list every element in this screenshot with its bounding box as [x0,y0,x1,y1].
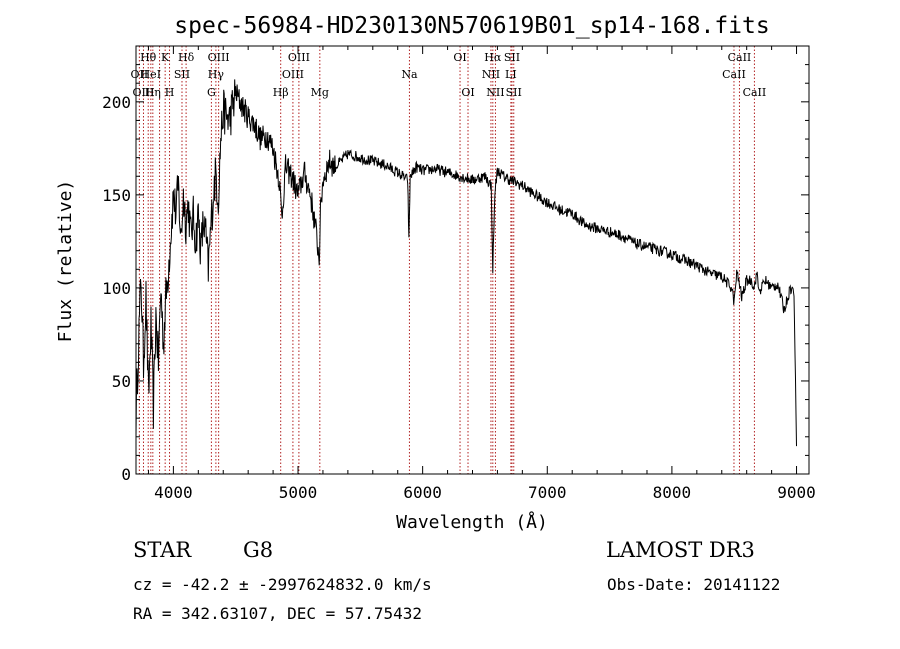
y-tick-label: 150 [102,186,131,205]
redshift-velocity: cz = -42.2 ± -2997624832.0 km/s [133,575,432,594]
line-label: NII [486,86,504,99]
line-label: NII [482,68,500,81]
line-label: OI [461,86,474,99]
line-label: CaII [743,86,767,99]
y-tick-label: 50 [112,372,131,391]
line-label: SII [174,68,190,81]
line-label: G [207,86,216,99]
x-tick-label: 5000 [279,483,318,502]
line-label: SII [504,51,520,64]
line-label: H [165,86,175,99]
y-tick-label: 0 [121,465,131,484]
line-labels: Hθ OII OIII HeI Hη K H SII Hδ OIII Hγ G OIII OIII Hβ Mg… [131,51,767,99]
x-tick-label: 4000 [154,483,193,502]
x-tick-label: 8000 [653,483,692,502]
x-tick-label: 9000 [777,483,816,502]
line-label: CaII [722,68,746,81]
observation-date: Obs-Date: 20141122 [607,575,781,594]
line-label: Hθ [140,51,157,64]
line-label: Hδ [178,51,195,64]
line-label: OIII [288,51,310,64]
coordinates: RA = 342.63107, DEC = 57.75432 [133,604,422,623]
line-label: LI [505,68,517,81]
x-tick-label: 7000 [528,483,567,502]
line-label: OIII [282,68,304,81]
line-label: Mg [311,86,329,99]
plot-frame [135,45,810,475]
x-tick-label: 6000 [403,483,442,502]
line-label: OI [453,51,466,64]
y-axis-label: Flux (relative) [55,180,76,343]
spectrum-series [135,79,797,447]
object-subclass: G8 [243,538,274,562]
line-label: OII [131,68,149,81]
line-label: OIII [208,51,230,64]
line-label: HeI [141,68,161,81]
line-label: K [161,51,170,64]
survey-name: LAMOST DR3 [606,538,755,562]
x-axis-label: Wavelength (Å) [396,511,548,533]
spectrum-line [135,79,797,447]
line-label: SII [506,86,522,99]
line-label: Hγ [208,68,225,81]
axis-ticks: 4000 5000 6000 7000 8000 9000 0 50 100 150 200 [102,46,816,502]
y-tick-label: 200 [102,93,131,112]
line-label: Hα [484,51,502,64]
line-label: Hη [145,86,161,99]
line-label: CaII [728,51,752,64]
chart-title: spec-56984-HD230130N570619B01_sp14-168.f… [174,13,769,39]
line-label: Hβ [273,86,289,99]
line-label: Na [401,68,418,81]
object-class: STAR [133,538,192,562]
y-tick-label: 100 [102,279,131,298]
line-label: OIII [132,86,154,99]
